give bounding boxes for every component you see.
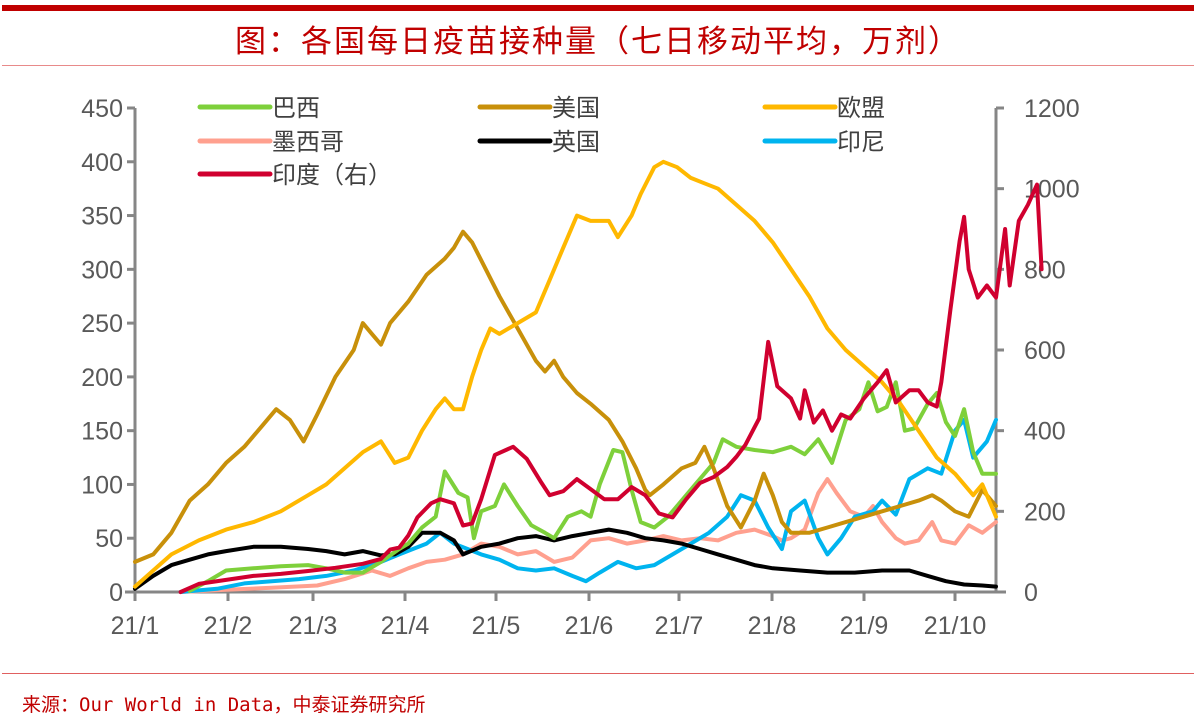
legend-label: 欧盟: [837, 94, 885, 122]
x-tick-label: 21/4: [381, 612, 430, 640]
x-tick-label: 21/8: [748, 612, 797, 640]
left-y-tick-label: 0: [109, 579, 123, 607]
series-line-2: [133, 159, 998, 589]
source-note: 来源：Our World in Data，中泰证券研究所: [22, 694, 426, 716]
right-y-tick-label: 1200: [1024, 95, 1080, 123]
legend-label: 美国: [552, 94, 600, 122]
right-y-tick-label: 600: [1024, 337, 1066, 365]
x-tick-label: 21/5: [472, 612, 521, 640]
left-y-tick-label: 50: [95, 525, 123, 553]
x-tick-label: 21/9: [840, 612, 889, 640]
x-tick-label: 21/1: [111, 612, 160, 640]
legend-label: 墨西哥: [272, 128, 344, 156]
legend-item: 墨西哥: [197, 128, 344, 156]
left-y-tick-label: 450: [81, 95, 123, 123]
legend-label: 印尼: [837, 128, 885, 156]
legend-item: 欧盟: [762, 94, 885, 122]
series-line-5: [178, 417, 998, 594]
legend-item: 英国: [477, 128, 600, 156]
left-y-tick-label: 100: [81, 471, 123, 499]
left-y-tick-label: 150: [81, 418, 123, 446]
x-tick-label: 21/7: [655, 612, 704, 640]
left-y-tick-label: 200: [81, 364, 123, 392]
top-accent-bar: [2, 5, 1194, 11]
legend-label: 巴西: [272, 94, 320, 122]
right-y-tick-label: 800: [1024, 256, 1066, 284]
legend-label: 印度（右）: [272, 161, 392, 189]
left-y-tick-label: 250: [81, 310, 123, 338]
legend-item: 印度（右）: [197, 161, 392, 189]
series-layer: [133, 159, 1044, 594]
x-tick-label: 21/2: [204, 612, 253, 640]
series-line-1: [133, 229, 998, 564]
legend-label: 英国: [552, 128, 600, 156]
left-y-tick-label: 300: [81, 256, 123, 284]
series-line-0: [187, 380, 998, 593]
legend-item: 印尼: [762, 128, 885, 156]
title-divider: [2, 65, 1194, 66]
legend-item: 美国: [477, 94, 600, 122]
series-line-4: [133, 527, 998, 591]
right-y-tick-label: 0: [1024, 579, 1038, 607]
legend-item: 巴西: [197, 94, 320, 122]
x-tick-label: 21/3: [289, 612, 338, 640]
footer-divider: [2, 673, 1194, 674]
left-y-tick-label: 400: [81, 149, 123, 177]
series-line-6: [178, 182, 1044, 594]
x-tick-label: 21/6: [565, 612, 614, 640]
chart-title: 图：各国每日疫苗接种量（七日移动平均，万剂）: [235, 24, 961, 60]
right-y-tick-label: 400: [1024, 418, 1066, 446]
x-tick-label: 21/10: [924, 612, 987, 640]
axes: 0 50 100 150 200 250 300 350 400 450 0 200 400 600 800…: [81, 95, 1079, 640]
right-y-tick-label: 200: [1024, 498, 1066, 526]
left-y-tick-label: 350: [81, 203, 123, 231]
